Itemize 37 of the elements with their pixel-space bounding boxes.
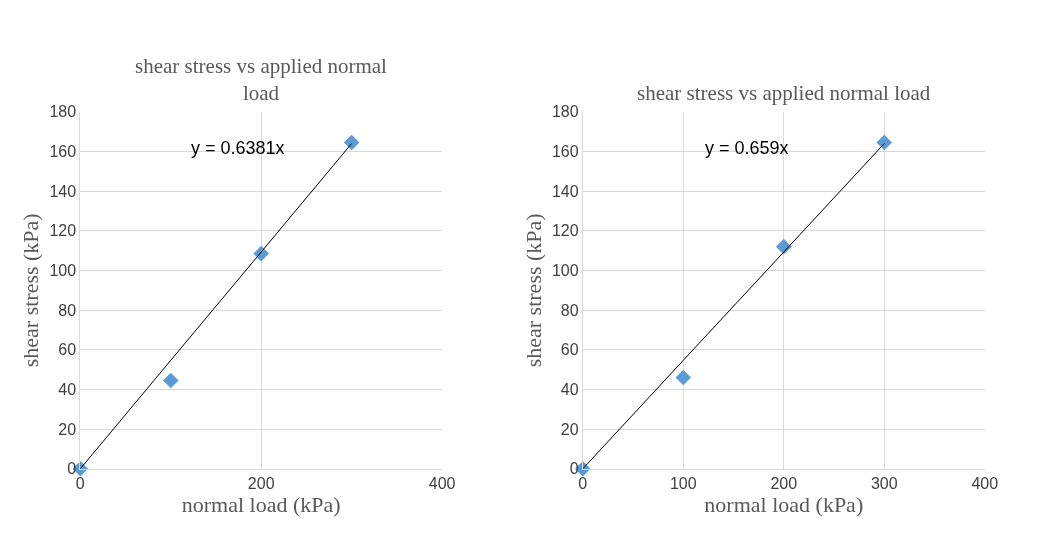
y-tick-label: 120 <box>49 222 77 240</box>
x-tick-label: 400 <box>971 475 999 492</box>
annotation: y = 0.6381x <box>191 138 285 158</box>
y-tick-label: 100 <box>551 262 579 280</box>
y-tick-label: 20 <box>560 420 579 438</box>
x-tick-label: 400 <box>428 475 456 492</box>
y-tick-label: 60 <box>58 341 77 359</box>
x-tick-label: 100 <box>669 475 697 492</box>
y-tick-label: 60 <box>560 341 579 359</box>
x-axis-title: normal load (kPa) <box>181 492 341 517</box>
x-tick-label: 200 <box>770 475 798 492</box>
point <box>162 372 179 389</box>
y-tick-label: 140 <box>49 182 77 200</box>
y-tick-label: 20 <box>58 420 77 438</box>
y-tick-label: 160 <box>551 143 579 161</box>
y-axis-title: shear stress (kPa) <box>18 213 44 368</box>
y-tick-label: 0 <box>569 460 579 478</box>
y-tick-label: 40 <box>560 381 579 399</box>
point <box>876 134 893 151</box>
x-tick-label: 200 <box>247 475 275 492</box>
y-tick-label: 160 <box>49 143 77 161</box>
x-tick-label: 300 <box>870 475 898 492</box>
point <box>675 369 692 386</box>
y-tick-label: 40 <box>58 381 77 399</box>
y-tick-label: 0 <box>67 460 77 478</box>
y-axis-title: shear stress (kPa) <box>520 213 546 368</box>
y-tick-label: 80 <box>58 301 77 319</box>
y-tick-label: 180 <box>49 103 77 121</box>
y-tick-label: 80 <box>560 301 579 319</box>
x-axis-title: normal load (kPa) <box>704 492 864 517</box>
chart-title: shear stress vs applied normal load <box>135 54 388 106</box>
y-tick-label: 140 <box>551 182 579 200</box>
annotation: y = 0.659x <box>705 138 789 158</box>
y-tick-label: 120 <box>551 222 579 240</box>
chart-title: shear stress vs applied normal load <box>637 81 931 105</box>
y-tick-label: 100 <box>49 262 77 280</box>
y-tick-label: 180 <box>551 103 579 121</box>
